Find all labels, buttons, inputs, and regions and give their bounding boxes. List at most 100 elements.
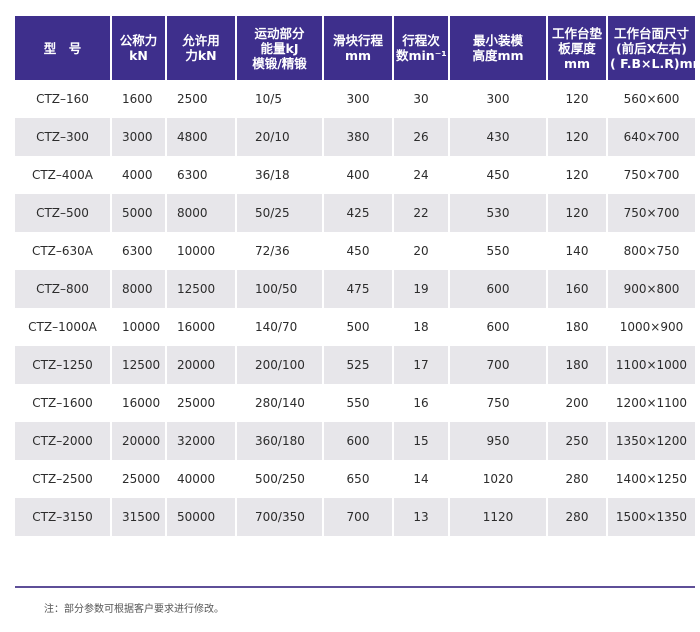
table-row: CTZ–3150 31500 50000 700/350 700 13 1120 280 150…	[15, 498, 695, 536]
table-body: CTZ–160 1600 2500 10/5 300 30 300 120 560×600 CTZ…	[15, 80, 695, 536]
cell-min-die-height: 300	[449, 80, 548, 118]
cell-energy: 200/100	[236, 346, 324, 384]
cell-nominal-force: 12500	[111, 346, 167, 384]
cell-nominal-force: 1600	[111, 80, 167, 118]
cell-bolster-thickness: 280	[547, 460, 608, 498]
table-header-row: 型 号公称力 kN 允许用 力kN 运动部分 能量kJ 模锻/精锻 滑块行程 mm 行程次 数min…	[15, 16, 700, 80]
cell-nominal-force: 25000	[111, 460, 167, 498]
cell-slide-stroke: 700	[323, 498, 394, 536]
column-header-line: 数min⁻¹	[396, 48, 447, 63]
column-header-line: 运动部分	[254, 25, 305, 41]
cell-energy: 360/180	[236, 422, 324, 460]
column-header-line: 型 号	[43, 40, 82, 56]
cell-strokes-per-min: 26	[393, 118, 450, 156]
cell-slide-stroke: 300	[323, 80, 394, 118]
footer-divider	[15, 586, 695, 588]
column-header-slide-stroke: 滑块行程 mm	[323, 16, 394, 80]
cell-model: CTZ–2000	[15, 422, 112, 460]
cell-allowed-force: 25000	[166, 384, 237, 422]
cell-strokes-per-min: 22	[393, 194, 450, 232]
cell-slide-stroke: 550	[323, 384, 394, 422]
cell-bolster-thickness: 140	[547, 232, 608, 270]
table-row: CTZ–160 1600 2500 10/5 300 30 300 120 560×600	[15, 80, 695, 118]
column-header-min-die-height: 最小装模 高度mm	[449, 16, 548, 80]
table-row: CTZ–800 8000 12500 100/50 475 19 600 160 900×800	[15, 270, 695, 308]
cell-slide-stroke: 475	[323, 270, 394, 308]
cell-min-die-height: 530	[449, 194, 548, 232]
column-header-strokes-per-min: 行程次 数min⁻¹	[393, 16, 450, 80]
column-header-line: mm	[344, 48, 372, 63]
column-header-line: ( F.B×L.R)mm	[610, 55, 700, 71]
cell-min-die-height: 1020	[449, 460, 548, 498]
spec-table: 型 号公称力 kN 允许用 力kN 运动部分 能量kJ 模锻/精锻 滑块行程 mm 行程次 数min…	[15, 16, 700, 536]
column-header-line: 板厚度	[558, 40, 596, 56]
cell-min-die-height: 450	[449, 156, 548, 194]
cell-strokes-per-min: 15	[393, 422, 450, 460]
cell-min-die-height: 1120	[449, 498, 548, 536]
cell-nominal-force: 5000	[111, 194, 167, 232]
cell-model: CTZ–160	[15, 80, 112, 118]
cell-slide-stroke: 650	[323, 460, 394, 498]
cell-allowed-force: 6300	[166, 156, 237, 194]
cell-strokes-per-min: 30	[393, 80, 450, 118]
column-header-line: 工作台垫	[551, 25, 602, 41]
cell-nominal-force: 4000	[111, 156, 167, 194]
column-header-line: 滑块行程	[332, 33, 383, 48]
column-header-line: 公称力	[119, 33, 158, 48]
column-header-model: 型 号	[15, 16, 112, 80]
cell-energy: 36/18	[236, 156, 324, 194]
cell-bolster-thickness: 120	[547, 156, 608, 194]
cell-allowed-force: 16000	[166, 308, 237, 346]
cell-nominal-force: 6300	[111, 232, 167, 270]
cell-energy: 20/10	[236, 118, 324, 156]
cell-table-size: 900×800	[607, 270, 695, 308]
cell-slide-stroke: 525	[323, 346, 394, 384]
cell-model: CTZ–1000A	[15, 308, 112, 346]
cell-energy: 700/350	[236, 498, 324, 536]
cell-bolster-thickness: 120	[547, 118, 608, 156]
cell-nominal-force: 20000	[111, 422, 167, 460]
cell-energy: 100/50	[236, 270, 324, 308]
cell-energy: 50/25	[236, 194, 324, 232]
cell-model: CTZ–1250	[15, 346, 112, 384]
column-header-line: 工作台面尺寸	[613, 25, 689, 41]
cell-table-size: 1350×1200	[607, 422, 695, 460]
cell-model: CTZ–630A	[15, 232, 112, 270]
cell-min-die-height: 600	[449, 270, 548, 308]
table-row: CTZ–2500 25000 40000 500/250 650 14 1020 280 140…	[15, 460, 695, 498]
cell-model: CTZ–2500	[15, 460, 112, 498]
cell-model: CTZ–500	[15, 194, 112, 232]
cell-table-size: 1000×900	[607, 308, 695, 346]
column-header-line: mm	[563, 55, 591, 71]
cell-slide-stroke: 600	[323, 422, 394, 460]
cell-bolster-thickness: 250	[547, 422, 608, 460]
cell-model: CTZ–800	[15, 270, 112, 308]
cell-bolster-thickness: 280	[547, 498, 608, 536]
column-header-line: 允许用	[182, 33, 220, 48]
cell-energy: 72/36	[236, 232, 324, 270]
cell-table-size: 560×600	[607, 80, 695, 118]
column-header-energy: 运动部分 能量kJ 模锻/精锻	[236, 16, 324, 80]
column-header-line: 最小装模	[472, 33, 523, 48]
cell-slide-stroke: 380	[323, 118, 394, 156]
cell-min-die-height: 750	[449, 384, 548, 422]
cell-model: CTZ–1600	[15, 384, 112, 422]
cell-allowed-force: 20000	[166, 346, 237, 384]
cell-allowed-force: 8000	[166, 194, 237, 232]
cell-strokes-per-min: 17	[393, 346, 450, 384]
cell-table-size: 1100×1000	[607, 346, 695, 384]
cell-allowed-force: 50000	[166, 498, 237, 536]
cell-strokes-per-min: 14	[393, 460, 450, 498]
cell-nominal-force: 31500	[111, 498, 167, 536]
column-header-table-size: 工作台面尺寸 (前后X左右)( F.B×L.R)mm	[607, 16, 700, 80]
table-row: CTZ–1000A 10000 16000 140/70 500 18 600 180 1000…	[15, 308, 695, 346]
cell-allowed-force: 12500	[166, 270, 237, 308]
cell-nominal-force: 8000	[111, 270, 167, 308]
column-header-bolster-thickness: 工作台垫 板厚度 mm	[547, 16, 608, 80]
cell-bolster-thickness: 160	[547, 270, 608, 308]
cell-allowed-force: 32000	[166, 422, 237, 460]
cell-nominal-force: 10000	[111, 308, 167, 346]
cell-table-size: 1500×1350	[607, 498, 695, 536]
cell-bolster-thickness: 180	[547, 308, 608, 346]
column-header-line: 行程次	[402, 33, 440, 48]
